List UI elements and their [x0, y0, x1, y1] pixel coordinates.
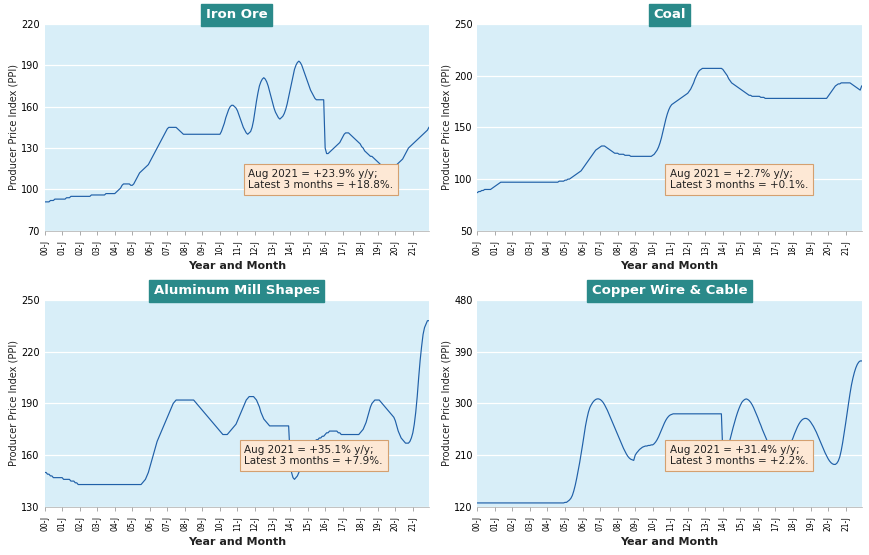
Y-axis label: Producer Price Index (PPI): Producer Price Index (PPI) — [441, 340, 451, 467]
Y-axis label: Producer Price Index (PPI): Producer Price Index (PPI) — [441, 64, 451, 190]
X-axis label: Year and Month: Year and Month — [188, 260, 286, 270]
Text: Aug 2021 = +23.9% y/y;
Latest 3 months = +18.8%.: Aug 2021 = +23.9% y/y; Latest 3 months =… — [248, 169, 393, 190]
X-axis label: Year and Month: Year and Month — [620, 260, 718, 270]
Title: Iron Ore: Iron Ore — [206, 8, 268, 21]
Title: Coal: Coal — [653, 8, 685, 21]
X-axis label: Year and Month: Year and Month — [620, 537, 718, 547]
Y-axis label: Producer Price Index (PPI): Producer Price Index (PPI) — [9, 340, 18, 467]
Y-axis label: Producer Price Index (PPI): Producer Price Index (PPI) — [9, 64, 18, 190]
Title: Copper Wire & Cable: Copper Wire & Cable — [591, 285, 746, 297]
Title: Aluminum Mill Shapes: Aluminum Mill Shapes — [154, 285, 320, 297]
X-axis label: Year and Month: Year and Month — [188, 537, 286, 547]
Text: Aug 2021 = +35.1% y/y;
Latest 3 months = +7.9%.: Aug 2021 = +35.1% y/y; Latest 3 months =… — [244, 445, 382, 466]
Text: Aug 2021 = +31.4% y/y;
Latest 3 months = +2.2%.: Aug 2021 = +31.4% y/y; Latest 3 months =… — [669, 445, 807, 466]
Text: Aug 2021 = +2.7% y/y;
Latest 3 months = +0.1%.: Aug 2021 = +2.7% y/y; Latest 3 months = … — [669, 169, 807, 190]
